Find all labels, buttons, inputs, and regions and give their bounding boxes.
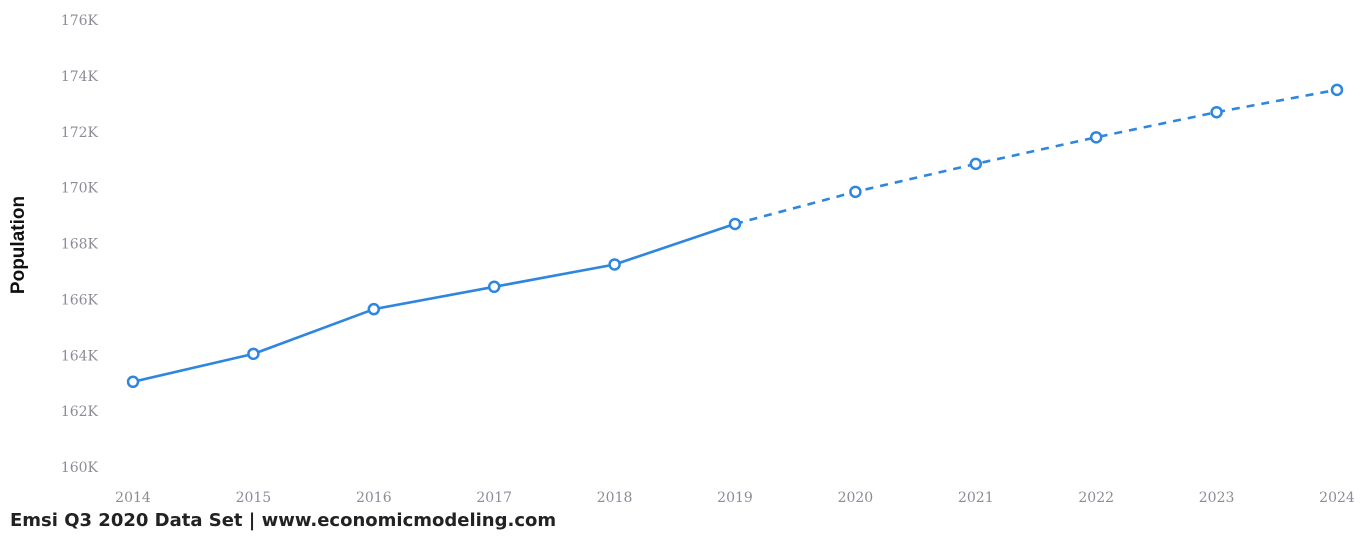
data-point-2015 xyxy=(247,347,260,361)
data-point-2023 xyxy=(1210,105,1223,119)
series-line-actual xyxy=(132,222,736,384)
data-point-2018 xyxy=(608,258,621,271)
data-point-2019 xyxy=(728,217,742,231)
source-note: Emsi Q3 2020 Data Set | www.economicmode… xyxy=(10,510,557,531)
x-tick-label: 2020 xyxy=(838,490,874,506)
x-tick-label: 2014 xyxy=(115,490,151,506)
y-tick-label: 170K xyxy=(61,181,99,197)
data-point-2022 xyxy=(1089,131,1103,144)
x-tick-label: 2017 xyxy=(476,490,512,506)
x-axis-ticks: 2014 2015 2016 2017 2018 2019 2020 2021 2022 2023… xyxy=(115,490,1355,506)
x-tick-label: 2015 xyxy=(236,490,272,506)
x-tick-label: 2022 xyxy=(1078,490,1114,506)
y-tick-label: 174K xyxy=(61,69,99,85)
x-tick-label: 2021 xyxy=(958,490,994,506)
y-tick-label: 160K xyxy=(61,460,99,476)
x-tick-label: 2023 xyxy=(1199,490,1235,506)
y-tick-label: 164K xyxy=(61,348,99,364)
x-tick-label: 2024 xyxy=(1319,490,1355,506)
series-lines xyxy=(132,88,1338,384)
y-tick-label: 168K xyxy=(61,237,99,253)
y-axis-ticks: 160K 162K 164K 166K 168K 170K 172K 174K 176K xyxy=(61,13,99,476)
x-tick-label: 2018 xyxy=(597,490,633,506)
series-line-projected xyxy=(734,88,1338,226)
y-tick-label: 172K xyxy=(61,125,99,141)
y-tick-label: 162K xyxy=(61,404,99,420)
data-point-2016 xyxy=(367,302,381,316)
x-tick-label: 2016 xyxy=(356,490,392,506)
y-axis-title: Population xyxy=(8,196,29,294)
y-tick-label: 176K xyxy=(61,13,99,29)
data-point-2014 xyxy=(126,375,140,389)
data-point-2020 xyxy=(849,185,862,199)
data-point-2017 xyxy=(487,280,501,294)
x-tick-label: 2019 xyxy=(717,490,753,506)
series-points xyxy=(126,83,1344,389)
y-tick-label: 166K xyxy=(61,292,99,308)
data-point-2024 xyxy=(1330,83,1344,97)
data-point-2021 xyxy=(969,157,983,171)
